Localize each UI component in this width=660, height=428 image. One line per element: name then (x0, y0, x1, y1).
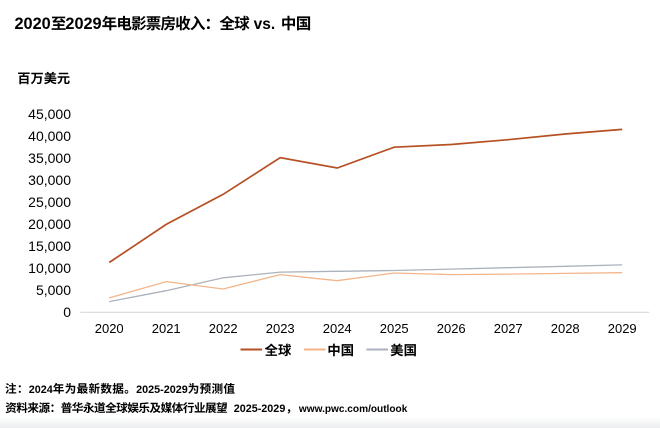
svg-text:10,000: 10,000 (28, 260, 71, 276)
svg-text:www.pwc.com/outlook: www.pwc.com/outlook (298, 404, 408, 415)
svg-text:2025: 2025 (380, 321, 409, 336)
svg-text:2026: 2026 (437, 321, 466, 336)
svg-text:2020: 2020 (15, 15, 51, 33)
svg-text:45,000: 45,000 (28, 106, 71, 122)
svg-text:2023: 2023 (266, 321, 295, 336)
svg-text:15,000: 15,000 (28, 238, 71, 254)
svg-text:2020: 2020 (95, 321, 124, 336)
svg-text:0: 0 (63, 304, 71, 320)
svg-text:40,000: 40,000 (28, 128, 71, 144)
svg-text:2025-2029: 2025-2029 (136, 384, 188, 396)
svg-text:2028: 2028 (551, 321, 580, 336)
svg-text:2024: 2024 (29, 384, 53, 396)
svg-text:25,000: 25,000 (28, 194, 71, 210)
svg-text:35,000: 35,000 (28, 150, 71, 166)
svg-text:2029: 2029 (608, 321, 637, 336)
svg-text:2027: 2027 (494, 321, 523, 336)
svg-text:2024: 2024 (323, 321, 352, 336)
svg-text:2021: 2021 (152, 321, 181, 336)
svg-text:vs.: vs. (254, 16, 276, 33)
svg-text:30,000: 30,000 (28, 172, 71, 188)
svg-text:2022: 2022 (209, 321, 238, 336)
svg-text:5,000: 5,000 (36, 282, 71, 298)
svg-text:2025-2029: 2025-2029 (234, 403, 286, 415)
svg-text:20,000: 20,000 (28, 216, 71, 232)
svg-text:2029: 2029 (65, 15, 101, 33)
